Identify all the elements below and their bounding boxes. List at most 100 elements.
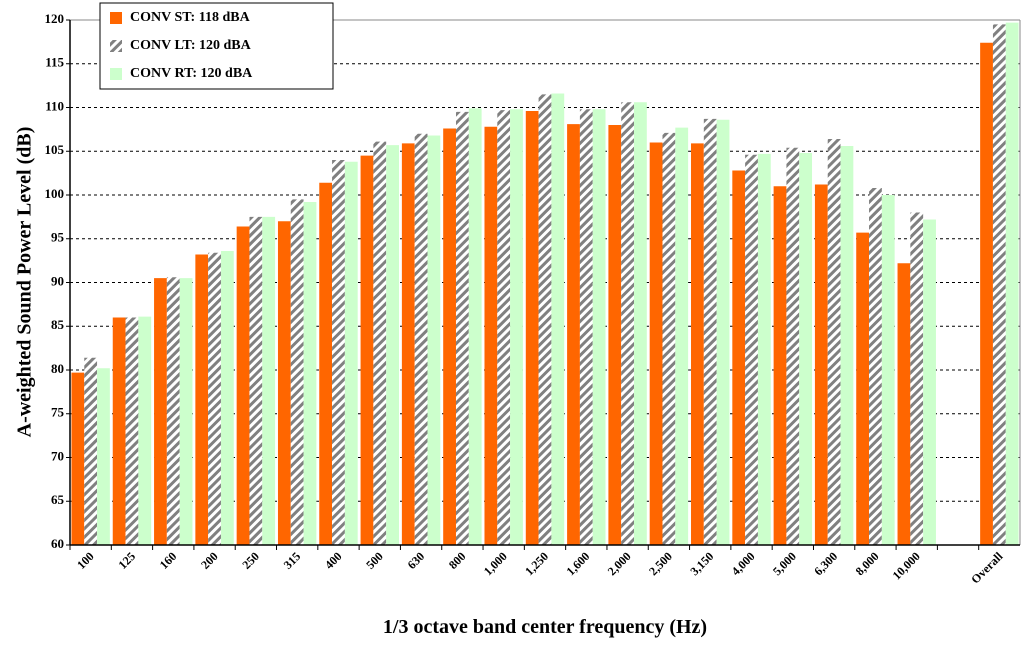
x-tick-label: 4,000 <box>729 549 758 578</box>
x-tick-label: 200 <box>198 549 221 572</box>
bar <box>980 42 993 545</box>
bar <box>757 153 771 545</box>
bar <box>484 126 498 545</box>
bar <box>125 317 139 545</box>
bar <box>814 184 828 545</box>
legend-box <box>99 2 334 90</box>
bar <box>497 110 511 545</box>
bar <box>510 109 523 545</box>
legend-label: CONV ST: 118 dBA <box>130 10 251 25</box>
y-tick-label: 115 <box>45 55 64 70</box>
x-tick-label: 2,000 <box>605 549 634 578</box>
bar <box>703 118 717 545</box>
x-tick-label: 160 <box>157 549 180 572</box>
bar <box>827 139 841 545</box>
x-tick-label: 6,300 <box>811 549 840 578</box>
bar <box>319 182 333 545</box>
bar <box>881 195 895 545</box>
y-tick-label: 95 <box>51 230 65 245</box>
bar <box>869 188 882 545</box>
bar <box>910 212 924 545</box>
bar <box>332 160 345 545</box>
y-tick-label: 75 <box>51 405 65 420</box>
y-tick-label: 100 <box>45 186 65 201</box>
bar <box>745 154 758 545</box>
x-tick-label: 315 <box>281 549 304 572</box>
bar <box>634 102 647 545</box>
bar <box>691 143 704 545</box>
bar <box>468 108 482 545</box>
bar <box>360 155 374 545</box>
bar <box>71 372 85 545</box>
bar <box>401 143 415 545</box>
bar <box>414 133 428 545</box>
x-tick-label: 1,250 <box>522 549 551 578</box>
bar <box>592 109 606 545</box>
x-tick-label: 5,000 <box>770 549 799 578</box>
bar <box>262 216 276 545</box>
x-tick-label: 630 <box>405 549 428 572</box>
bar <box>208 252 221 545</box>
y-tick-label: 65 <box>51 492 65 507</box>
bar <box>179 278 193 545</box>
bar <box>97 368 110 545</box>
y-tick-label: 60 <box>51 536 64 551</box>
bar <box>856 232 870 545</box>
x-tick-label: 250 <box>239 549 262 572</box>
bar <box>608 125 622 545</box>
bar <box>840 146 854 545</box>
y-tick-label: 110 <box>45 98 64 113</box>
x-axis-title: 1/3 octave band center frequency (Hz) <box>383 616 707 638</box>
bar <box>923 219 936 545</box>
bar <box>716 119 730 545</box>
bar <box>112 317 126 545</box>
legend-swatch <box>110 12 122 24</box>
bar <box>567 124 580 545</box>
bar <box>675 127 689 545</box>
y-tick-label: 85 <box>51 317 65 332</box>
x-tick-label: 500 <box>363 549 386 572</box>
bar <box>525 111 539 545</box>
bar <box>195 254 209 545</box>
bar <box>897 263 911 545</box>
bar <box>455 111 469 545</box>
bar <box>290 199 304 545</box>
y-tick-label: 120 <box>45 11 65 26</box>
x-tick-label: 8,000 <box>853 549 882 578</box>
x-tick-label: 400 <box>322 549 345 572</box>
y-tick-label: 90 <box>51 273 64 288</box>
bar <box>538 94 552 545</box>
x-tick-label: 100 <box>74 549 97 572</box>
y-tick-label: 105 <box>45 142 65 157</box>
bar <box>662 132 676 545</box>
x-tick-label: 1,000 <box>481 549 510 578</box>
bar <box>732 170 746 545</box>
bar <box>303 202 317 545</box>
legend-label: CONV RT: 120 dBA <box>130 66 253 81</box>
x-tick-label: 125 <box>115 549 138 572</box>
bar <box>1005 22 1019 545</box>
legend-swatch <box>110 68 122 80</box>
bar <box>344 161 358 545</box>
x-tick-label: 3,150 <box>687 549 716 578</box>
y-axis-title: A-weighted Sound Power Level (dB) <box>14 127 36 438</box>
bar <box>773 186 787 545</box>
bar <box>786 147 800 545</box>
bar <box>799 153 813 545</box>
bar <box>992 24 1006 545</box>
bar <box>443 128 456 545</box>
bar <box>579 109 593 545</box>
bar <box>249 216 263 545</box>
x-tick-label: Overall <box>968 549 1006 587</box>
legend-label: CONV LT: 120 dBA <box>130 38 252 53</box>
legend-swatch <box>110 40 122 52</box>
bar <box>154 278 167 545</box>
bar <box>621 102 635 545</box>
bar <box>84 357 98 545</box>
x-tick-label: 1,600 <box>563 549 592 578</box>
bar <box>236 226 250 545</box>
bar <box>373 141 387 545</box>
x-tick-label: 10,000 <box>890 549 923 582</box>
x-tick-label: 2,500 <box>646 549 675 578</box>
